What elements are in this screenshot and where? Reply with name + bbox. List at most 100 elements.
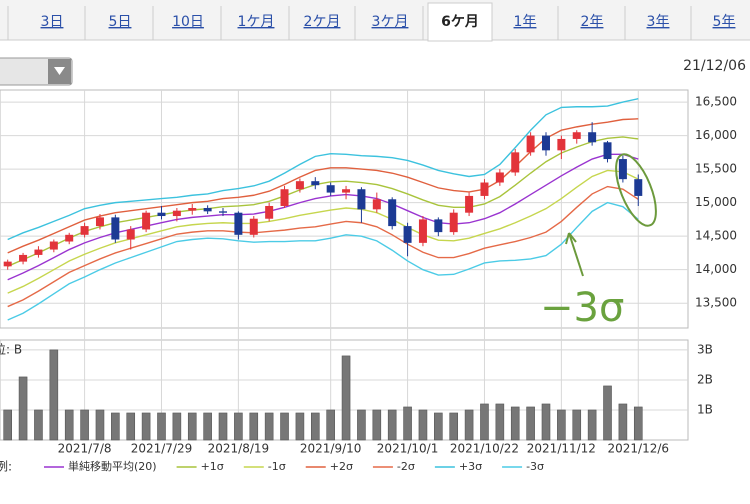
volume-bar (495, 403, 505, 441)
volume-bar (295, 412, 305, 441)
dropdown-arrow (54, 67, 65, 75)
volume-bar (587, 409, 597, 441)
volume-bar (203, 412, 212, 441)
volume-bar (434, 412, 443, 441)
legend-prefix: 例: (0, 460, 12, 474)
candle-body (188, 207, 197, 211)
volume-bar (387, 409, 397, 441)
volume-bar (618, 403, 628, 441)
annotation-arrow (565, 232, 584, 277)
candle-body (311, 181, 320, 186)
candle-body (526, 135, 535, 153)
volume-bar (280, 412, 289, 441)
active-tab (427, 2, 493, 42)
candle-body (234, 212, 243, 235)
candle-body (418, 219, 427, 243)
y-tick-label: 14,000 (695, 262, 737, 276)
tab-label[interactable]: 2ケ月 (304, 14, 341, 30)
candle-body (403, 226, 412, 243)
price-plot-frame (0, 89, 689, 329)
legend-label: -1σ (268, 460, 286, 473)
volume-bar (111, 412, 120, 441)
volume-bar (126, 412, 136, 441)
x-tick-label: 2021/11/12 (527, 442, 596, 456)
legend-label: +2σ (330, 460, 353, 473)
volume-bar (310, 412, 320, 441)
volume-bar (34, 409, 43, 441)
tab-label[interactable]: 3ケ月 (372, 14, 409, 30)
volume-bar (464, 409, 474, 441)
y-tick-label: 16,000 (695, 128, 737, 142)
band-line (7, 169, 639, 294)
candle-body (80, 226, 89, 235)
volume-bar (141, 412, 151, 441)
candle-body (572, 132, 581, 139)
y-tick-label: 15,500 (695, 162, 737, 176)
x-tick-label: 2021/9/10 (300, 442, 362, 456)
volume-bar (3, 409, 12, 441)
candle-body (588, 132, 597, 143)
candle-body (480, 182, 489, 196)
candle-body (19, 254, 28, 262)
y-tick-label: 13,500 (695, 296, 737, 310)
tab-label[interactable]: 10日 (172, 14, 204, 30)
candle-body (65, 234, 74, 242)
volume-bar (80, 409, 89, 441)
legend-label: 単純移動平均(20) (68, 459, 157, 473)
volume-tick-label: 1B (697, 402, 713, 416)
tab-label-active[interactable]: 6ケ月 (441, 14, 479, 30)
candle-body (203, 207, 212, 212)
candle-body (388, 199, 397, 227)
legend-label: -3σ (526, 460, 544, 473)
tab-label[interactable]: 5日 (109, 14, 132, 30)
tab-label[interactable]: 1年 (514, 14, 537, 30)
candle-body (603, 142, 612, 160)
x-tick-label: 2021/7/29 (131, 442, 193, 456)
x-tick-label: 2021/12/6 (608, 442, 670, 456)
x-tick-label: 2021/10/22 (450, 442, 519, 456)
candle-body (126, 229, 135, 240)
candle-body (449, 212, 458, 233)
legend-label: +1σ (201, 460, 224, 473)
tab-label[interactable]: 3日 (41, 14, 64, 30)
y-tick-label: 15,000 (695, 195, 737, 209)
volume-bar (541, 403, 551, 441)
volume-bar (326, 409, 335, 441)
volume-bar (234, 412, 243, 441)
y-tick-label: 14,500 (695, 229, 737, 243)
candle-body (49, 241, 58, 250)
candle-body (342, 189, 351, 193)
tab-label[interactable]: 5年 (713, 14, 736, 30)
volume-bar (172, 412, 182, 441)
tab-label[interactable]: 2年 (581, 14, 604, 30)
candle-body (157, 212, 166, 217)
candle-body (557, 138, 566, 151)
volume-bar (341, 355, 351, 441)
candle-body (172, 210, 181, 217)
candle-body (357, 189, 366, 210)
candle-body (280, 189, 289, 206)
tab-label[interactable]: 1ケ月 (238, 14, 275, 30)
annotation: −3σ (540, 285, 624, 331)
band-line (7, 98, 639, 241)
candle-body (326, 185, 335, 193)
candle-body (434, 219, 443, 233)
tab-label[interactable]: 3年 (647, 14, 670, 30)
candle-body (3, 261, 12, 267)
band-line (7, 153, 639, 281)
candle-body (372, 199, 381, 210)
volume-bar (449, 412, 459, 441)
volume-bar (357, 409, 366, 441)
volume-tick-label: 2B (697, 372, 713, 386)
volume-bar (249, 412, 259, 441)
volume-bar (187, 412, 197, 441)
volume-bar (480, 403, 489, 441)
plots: 13,500 14,000 14,500 15,000 15,500 16,000 16,5… (0, 90, 737, 456)
candle-body (249, 218, 258, 235)
candle-body (142, 212, 151, 230)
x-tick-label: 2021/10/1 (377, 442, 439, 456)
band-line (7, 201, 639, 321)
tabs: 3日 5日 10日 1ケ月 2ケ月 3ケ月 6ケ月 1年 2年 3年 5年 (7, 2, 736, 42)
